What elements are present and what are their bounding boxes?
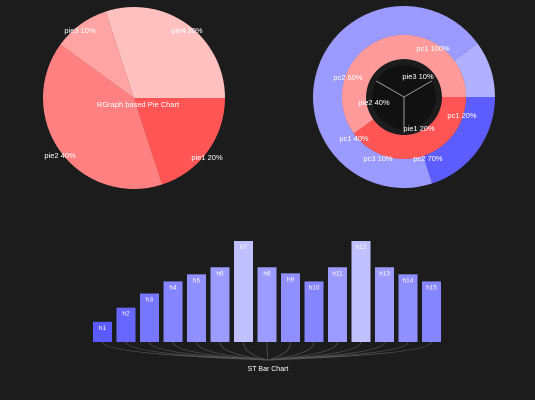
donut-outer-label: pc1 20%	[447, 111, 477, 120]
bar-connector-line	[219, 341, 269, 361]
bar-label: h6	[216, 270, 224, 277]
bar-chart: h1 h2 h3 h4 h5 h6 h7 h8 h9 h10 h11 h12 h13 h14 h15	[93, 241, 441, 361]
pie-slice[interactable]	[134, 98, 225, 185]
pie-chart: pie1 20% pie2 40% pie3 10% pie4 30%	[43, 6, 225, 190]
donut-center-label: pie1 20%	[403, 124, 435, 133]
bar[interactable]	[304, 281, 324, 342]
bar[interactable]	[116, 307, 136, 342]
bar-connector-line	[267, 341, 409, 361]
bar-label: h12	[356, 244, 367, 251]
donut-middle-label: pc1 40%	[339, 134, 369, 143]
pie-slice-label: pie3 10%	[64, 26, 96, 35]
pie-slice[interactable]	[105, 6, 225, 98]
bar-connector-line	[196, 341, 269, 361]
bar-label: h4	[169, 284, 177, 291]
pie-chart-title: RGraph based Pie Chart	[97, 100, 180, 109]
bar-connector-line	[266, 341, 269, 361]
bar-label: h15	[426, 284, 437, 291]
bar-label: h14	[403, 277, 414, 284]
bar[interactable]	[187, 274, 206, 342]
bar-label: h7	[240, 244, 248, 251]
bar[interactable]	[281, 273, 300, 342]
bar[interactable]	[351, 241, 371, 342]
bar-label: h11	[332, 270, 343, 277]
bar[interactable]	[93, 321, 112, 342]
donut-center-divider	[376, 80, 405, 98]
pie-slice-label: pie2 40%	[44, 151, 76, 160]
bar[interactable]	[210, 267, 230, 342]
pie-slice[interactable]	[43, 44, 163, 190]
bar-label: h10	[309, 284, 320, 291]
donut-outer-segment[interactable]	[454, 43, 495, 97]
bar-label: h9	[287, 276, 295, 283]
donut-middle-label: pc2 60%	[333, 73, 363, 82]
donut-center-divider	[403, 80, 432, 98]
bar-connector-line	[267, 341, 432, 361]
bar[interactable]	[422, 281, 441, 342]
donut-outer-segment[interactable]	[313, 6, 478, 189]
bar[interactable]	[257, 267, 277, 342]
donut-outer-label: pc2 70%	[413, 154, 443, 163]
bar-label: h13	[379, 270, 390, 277]
bar-label: h2	[122, 311, 130, 318]
bar[interactable]	[163, 281, 183, 342]
bar[interactable]	[398, 274, 418, 342]
bar-label: h3	[146, 297, 154, 304]
bar-label: h8	[263, 270, 271, 277]
bar-connector-line	[267, 341, 315, 361]
bar[interactable]	[140, 293, 159, 342]
bar-label: h5	[193, 277, 201, 284]
bar-connector-line	[267, 341, 291, 361]
pie-slice-label: pie1 20%	[191, 153, 223, 162]
pie-slice[interactable]	[60, 11, 134, 98]
donut-inner-label: pc1 100%	[416, 44, 450, 53]
donut-middle-segment[interactable]	[353, 97, 467, 159]
bar[interactable]	[328, 267, 347, 342]
bar-chart-title: ST Bar Chart	[248, 366, 289, 373]
donut-outer-segment[interactable]	[423, 97, 496, 184]
donut-center-label: pie2 40%	[358, 98, 390, 107]
bar[interactable]	[375, 267, 394, 342]
bar-connector-line	[125, 341, 269, 361]
pie-slice-label: pie4 30%	[171, 26, 203, 35]
donut-center-label: pie3 10%	[402, 72, 434, 81]
donut-outer-label: pc3 10%	[363, 154, 393, 163]
bar-connector-line	[243, 341, 269, 361]
bar[interactable]	[234, 241, 253, 342]
bar-connector-line	[172, 341, 269, 361]
donut-inner-segment[interactable]	[342, 35, 466, 97]
nested-donut-chart: pc1 100% pc2 60% pc1 40% pc1 20% pc2 70% pc3 …	[313, 6, 496, 189]
bar-label: h1	[99, 325, 107, 332]
